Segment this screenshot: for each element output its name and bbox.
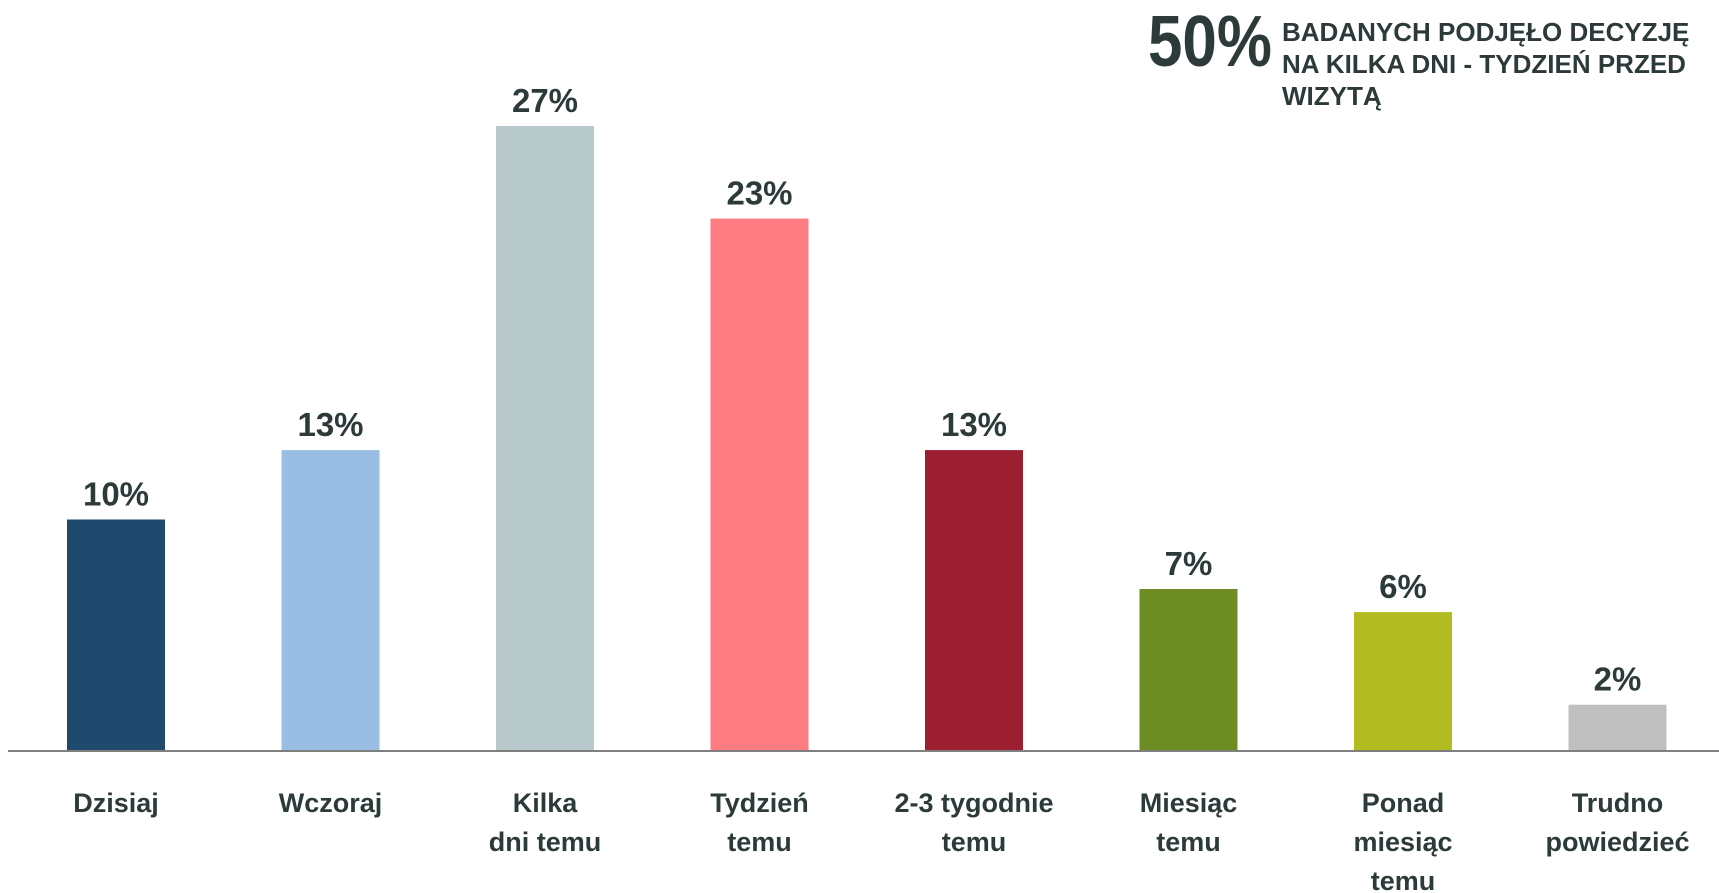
value-label-6: 6% [1379, 568, 1427, 605]
category-label-5: Miesiąc temu [1140, 788, 1238, 857]
category-label-3: Tydzień temu [710, 788, 809, 857]
category-label-line: Kilka [513, 788, 579, 818]
category-label-6: Ponad miesiąc temu [1353, 788, 1452, 893]
value-label-0: 10% [83, 476, 149, 513]
category-label-1: Wczoraj [279, 788, 383, 818]
bars-group [67, 126, 1667, 752]
value-label-1: 13% [297, 406, 363, 443]
category-label-line: Tydzień [710, 788, 809, 818]
summary-callout: 50% BADANYCH PODJĘŁO DECYZJĘ NA KILKA DN… [1148, 6, 1713, 112]
value-label-7: 2% [1594, 661, 1642, 698]
category-label-line: temu [727, 827, 792, 857]
category-label-line: dni temu [489, 827, 602, 857]
value-label-3: 23% [726, 175, 792, 212]
callout-text: BADANYCH PODJĘŁO DECYZJĘ NA KILKA DNI - … [1282, 17, 1690, 111]
category-label-line: Dzisiaj [73, 788, 159, 818]
callout-value: 50% [1148, 2, 1272, 82]
category-label-line: Wczoraj [279, 788, 383, 818]
value-labels-group: 10% 13% 27% 23% 13% 7% 6% 2% [83, 82, 1641, 698]
category-label-0: Dzisiaj [73, 788, 159, 818]
value-label-4: 13% [941, 406, 1007, 443]
category-label-line: powiedzieć [1545, 827, 1689, 857]
value-label-2: 27% [512, 82, 578, 119]
category-label-line: temu [942, 827, 1007, 857]
bar-5 [1139, 589, 1238, 751]
category-label-line: Miesiąc [1140, 788, 1238, 818]
category-label-7: Trudno powiedzieć [1545, 788, 1689, 857]
bar-2 [496, 126, 594, 751]
bar-0 [67, 519, 165, 751]
category-label-line: 2-3 tygodnie [894, 788, 1053, 818]
bar-3 [710, 218, 809, 752]
category-label-line: temu [1156, 827, 1221, 857]
category-label-line: temu [1371, 866, 1436, 893]
bar-7 [1568, 704, 1667, 751]
bar-6 [1354, 612, 1452, 751]
category-label-2: Kilka dni temu [489, 788, 602, 857]
category-label-line: Trudno [1572, 788, 1663, 818]
category-label-line: Ponad [1362, 788, 1445, 818]
value-label-5: 7% [1165, 545, 1213, 582]
category-label-4: 2-3 tygodnie temu [894, 788, 1053, 857]
bar-4 [925, 450, 1023, 751]
bar-1 [281, 450, 380, 751]
category-label-line: miesiąc [1353, 827, 1452, 857]
